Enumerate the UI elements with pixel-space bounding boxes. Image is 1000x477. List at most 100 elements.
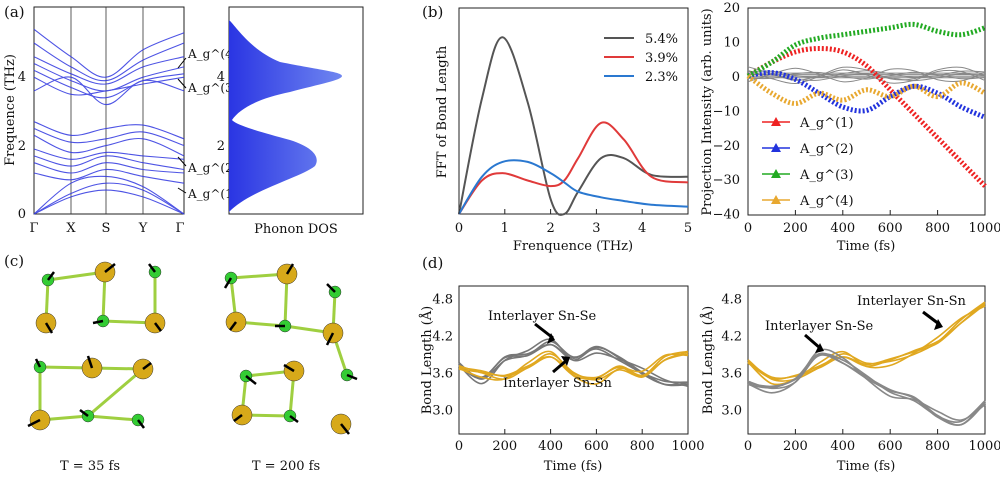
- panel-label-b: (b): [422, 3, 443, 21]
- displacement-arrow: [233, 414, 243, 422]
- band-line: [33, 168, 185, 184]
- proj-frame: [747, 7, 986, 216]
- proj-gray-line: [747, 66, 986, 81]
- fft-xtick-label: 3: [592, 221, 600, 236]
- d-ytick-label: 4.8: [721, 292, 742, 307]
- proj-series-line: [746, 45, 987, 188]
- d-ytick-label: 3.0: [432, 403, 453, 418]
- dos-tick-4: 4: [217, 70, 225, 85]
- dos-fill: [229, 20, 342, 212]
- dright-series: [747, 301, 986, 426]
- ytick-a-4: 4: [18, 70, 26, 85]
- d-xtick-label: 600: [584, 439, 609, 454]
- band-line: [33, 155, 185, 171]
- d-ytick-label: 3.6: [721, 366, 742, 381]
- fft-xlabel: Frenquence (THz): [513, 239, 633, 254]
- d-ytick-label: 4.8: [432, 292, 453, 307]
- proj-legend-marker: [771, 117, 781, 126]
- d-xtick-label: 0: [455, 439, 463, 454]
- band-line: [33, 127, 185, 147]
- structure-35fs: [27, 261, 166, 431]
- mode-label-ag1: A_g^(1): [187, 187, 237, 201]
- proj-legend-marker: [771, 143, 781, 152]
- proj-gray-line: [747, 67, 986, 83]
- proj-xlabel: Time (fs): [837, 239, 896, 254]
- klabel-gamma-2: Γ: [175, 221, 184, 236]
- dos-label: Phonon DOS: [254, 222, 338, 237]
- band-line: [33, 189, 185, 215]
- dleft-arrowhead-1: [547, 333, 555, 344]
- proj-legend-label: A_g^(3): [799, 168, 854, 183]
- fft-xtick-label: 4: [638, 221, 646, 236]
- dleft-xlabel: Time (fs): [544, 459, 603, 474]
- ytick-a-0: 0: [18, 207, 26, 222]
- dleft-annot-snsn: Interlayer Sn-Sn: [503, 376, 613, 391]
- band-line: [33, 28, 185, 78]
- panel-c-structures: T = 35 fs T = 200 fs: [27, 261, 358, 474]
- proj-ytick-label: −20: [713, 139, 740, 154]
- displacement-arrow: [142, 362, 152, 370]
- proj-xtick-label: 1000: [968, 221, 1000, 236]
- klabel-y: Y: [138, 221, 148, 236]
- fft-frame: [458, 7, 689, 215]
- d-xtick-label: 1000: [671, 439, 704, 454]
- displacement-arrow: [27, 418, 41, 428]
- caption-35fs: T = 35 fs: [60, 459, 120, 474]
- band-line: [33, 162, 185, 174]
- proj-legend-marker: [771, 169, 781, 178]
- panel-b-fft: 0 1 2 3 4 5 Frenquence (THz) FFT of Bond Leng…: [435, 7, 692, 254]
- fft-xtick-label: 0: [455, 221, 463, 236]
- ylabel-a: Frequence (THz): [3, 54, 18, 166]
- band-line: [33, 175, 185, 215]
- band-line: [33, 76, 185, 96]
- d-ytick-label: 3.0: [721, 403, 742, 418]
- proj-series: [746, 21, 987, 188]
- bond-length-line: [747, 303, 986, 380]
- bond-length-line: [747, 301, 986, 380]
- proj-legend-marker: [771, 195, 781, 204]
- proj-legend: A_g^(1) A_g^(2) A_g^(3) A_g^(4): [762, 116, 854, 209]
- fft-legend-label: 3.9%: [645, 51, 678, 66]
- mode-label-ag2: A_g^(2): [187, 161, 237, 175]
- proj-ytick-label: −10: [713, 104, 740, 119]
- displacement-arrow: [325, 332, 335, 346]
- proj-xtick-label: 600: [878, 221, 903, 236]
- dright-arrow-1: [922, 310, 940, 326]
- dleft-ticks: 0 200 400 600 800 1000 4.8 4.2 3.6 3.0: [432, 292, 704, 454]
- fft-xtick-label: 5: [684, 221, 692, 236]
- bond-length-line: [747, 348, 986, 421]
- dos-tick-2: 2: [217, 139, 225, 154]
- panel-label-d: (d): [422, 254, 443, 272]
- fft-series-line: [458, 36, 689, 216]
- proj-series-line: [747, 70, 986, 120]
- displacement-arrow: [34, 358, 42, 368]
- displacement-arrow: [104, 263, 116, 273]
- proj-ytick-label: −30: [713, 173, 740, 188]
- bond: [87, 367, 144, 418]
- klabel-x: X: [66, 221, 76, 236]
- displacement-arrow: [86, 355, 94, 369]
- fft-xticks: 0 1 2 3 4 5: [455, 209, 692, 236]
- displacement-arrow: [137, 419, 145, 429]
- panel-b-projection: 0 200 400 600 800 1000 20 10 0 −10 −20 −30 −40 Time …: [700, 1, 1000, 254]
- panel-a-bands: 0 2 4 Γ X S Y Γ Frequence (THz) A_g^(4) …: [3, 6, 237, 236]
- displacement-arrow: [285, 263, 295, 275]
- panel-label-a: (a): [4, 3, 25, 21]
- proj-ytick-label: 10: [723, 36, 740, 51]
- d-xtick-label: 800: [630, 439, 655, 454]
- bond-length-line: [747, 301, 986, 382]
- dleft-frame: [458, 285, 689, 435]
- caption-200fs: T = 200 fs: [252, 459, 320, 474]
- dright-annot-snsn: Interlayer Sn-Sn: [857, 294, 967, 309]
- dright-ylabel: Bond Length (Å): [700, 306, 716, 415]
- dleft-arrow-1: [534, 322, 554, 340]
- dleft-arrowhead-2: [561, 356, 570, 366]
- fft-series-line: [458, 121, 689, 215]
- proj-legend-label: A_g^(2): [799, 142, 854, 157]
- structure-200fs: [223, 263, 358, 435]
- displacement-arrow: [148, 263, 156, 273]
- panel-label-c: (c): [4, 252, 24, 270]
- d-xtick-label: 200: [783, 439, 808, 454]
- d-xtick-label: 800: [925, 439, 950, 454]
- dright-arrowhead-2: [815, 343, 824, 353]
